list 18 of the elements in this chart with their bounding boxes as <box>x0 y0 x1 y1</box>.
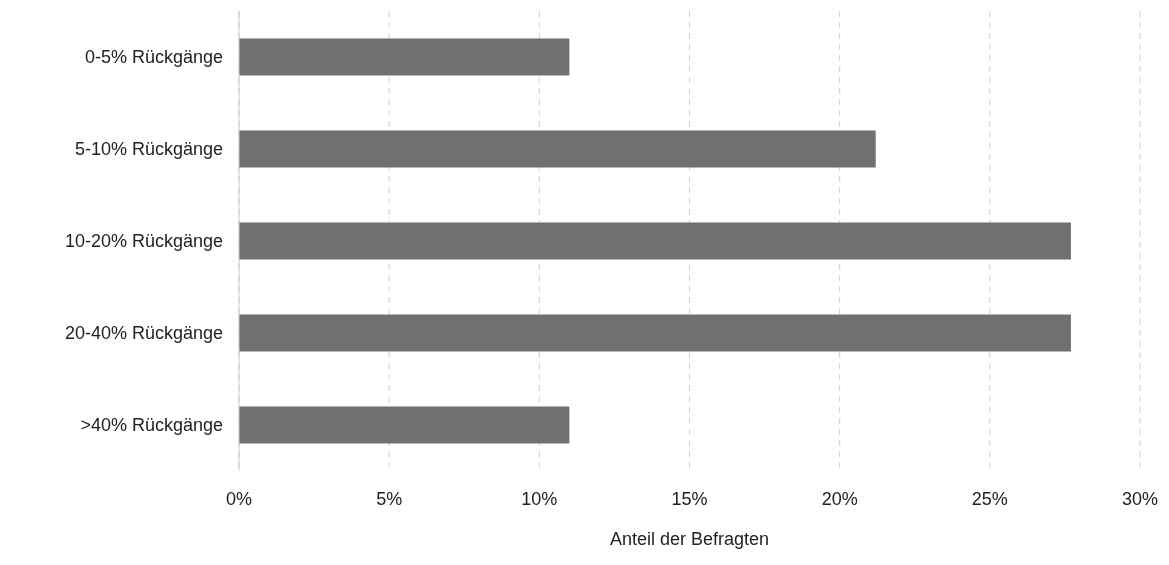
x-tick-label: 20% <box>821 489 858 509</box>
bar <box>239 130 876 168</box>
x-axis-title: Anteil der Befragten <box>609 529 770 549</box>
y-tick-label: 0-5% Rückgänge <box>84 47 223 67</box>
bar <box>239 314 1071 352</box>
x-tick-label: 0% <box>225 489 253 509</box>
bar <box>239 406 570 444</box>
x-tick-label: 30% <box>1121 489 1159 509</box>
y-tick-label: >40% Rückgänge <box>80 415 223 435</box>
y-tick-label: 5-10% Rückgänge <box>74 139 223 159</box>
y-tick-label: 20-40% Rückgänge <box>64 323 223 343</box>
bar <box>239 222 1071 260</box>
x-tick-label: 5% <box>376 489 403 509</box>
x-tick-label: 15% <box>671 489 708 509</box>
x-tick-label: 10% <box>521 489 558 509</box>
bar <box>239 38 570 76</box>
y-tick-label: 10-20% Rückgänge <box>64 231 223 251</box>
x-tick-label: 25% <box>971 489 1008 509</box>
